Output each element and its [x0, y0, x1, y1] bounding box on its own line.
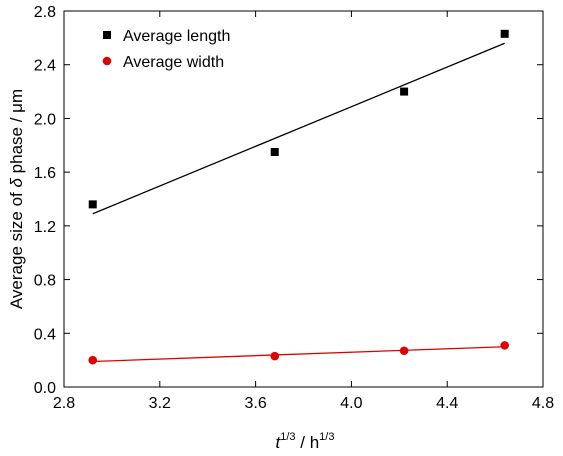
- x-tick-label: 4.8: [532, 395, 554, 412]
- y-tick-label: 2.4: [34, 58, 56, 75]
- data-point-series-0: [500, 29, 509, 38]
- x-tick-label: 4.4: [436, 395, 458, 412]
- legend-marker-series-0: [103, 31, 111, 39]
- fit-line-series-1: [92, 346, 505, 363]
- x-tick-label: 3.2: [149, 395, 171, 412]
- fit-line-series-0: [92, 42, 505, 215]
- data-point-series-0: [400, 87, 409, 96]
- plot-frame: [63, 10, 544, 388]
- x-axis-label-exp: 1/3: [280, 431, 295, 443]
- legend-label-series-1: Average width: [123, 54, 224, 71]
- data-point-series-1: [399, 346, 409, 356]
- x-axis-label-exp2: 1/3: [319, 431, 334, 443]
- data-point-series-1: [88, 355, 98, 365]
- x-axis-label-var: t: [276, 433, 282, 452]
- x-tick-label: 4.0: [340, 395, 362, 412]
- data-point-series-0: [270, 148, 279, 156]
- y-axis-label-prefix: Average size of: [7, 188, 26, 310]
- data-points: [88, 29, 509, 365]
- data-point-series-1: [500, 341, 509, 350]
- ticks: 2.8 3.2 3.6 4.0 4.4 4.8 0.0 0.4 0.8 1.2 1.6 2.0 2.4 2…: [34, 4, 554, 412]
- y-tick-label: 0.4: [34, 326, 56, 343]
- y-axis-label-suffix: phase / μm: [7, 89, 26, 178]
- data-point-series-0: [88, 200, 97, 209]
- y-axis-label-symbol: δ: [7, 178, 26, 188]
- x-axis-label: t1/3 / h1/3: [276, 431, 335, 452]
- y-tick-label: 0.8: [34, 273, 56, 290]
- x-tick-label: 2.8: [53, 395, 75, 412]
- y-tick-label: 1.6: [34, 165, 56, 182]
- y-tick-label: 2.8: [34, 4, 56, 21]
- legend-marker-series-1: [102, 56, 112, 66]
- y-tick-label: 1.2: [34, 219, 56, 236]
- y-axis-label: Average size of δ phase / μm: [7, 89, 26, 309]
- x-tick-label: 3.6: [244, 395, 266, 412]
- data-point-series-1: [270, 351, 280, 361]
- x-axis-label-sep: / h: [296, 433, 320, 452]
- y-tick-label: 2.0: [34, 111, 56, 128]
- y-tick-label: 0.0: [34, 380, 56, 397]
- fit-lines: [92, 42, 505, 363]
- legend: Average length Average width: [102, 28, 230, 71]
- legend-label-series-0: Average length: [123, 28, 230, 45]
